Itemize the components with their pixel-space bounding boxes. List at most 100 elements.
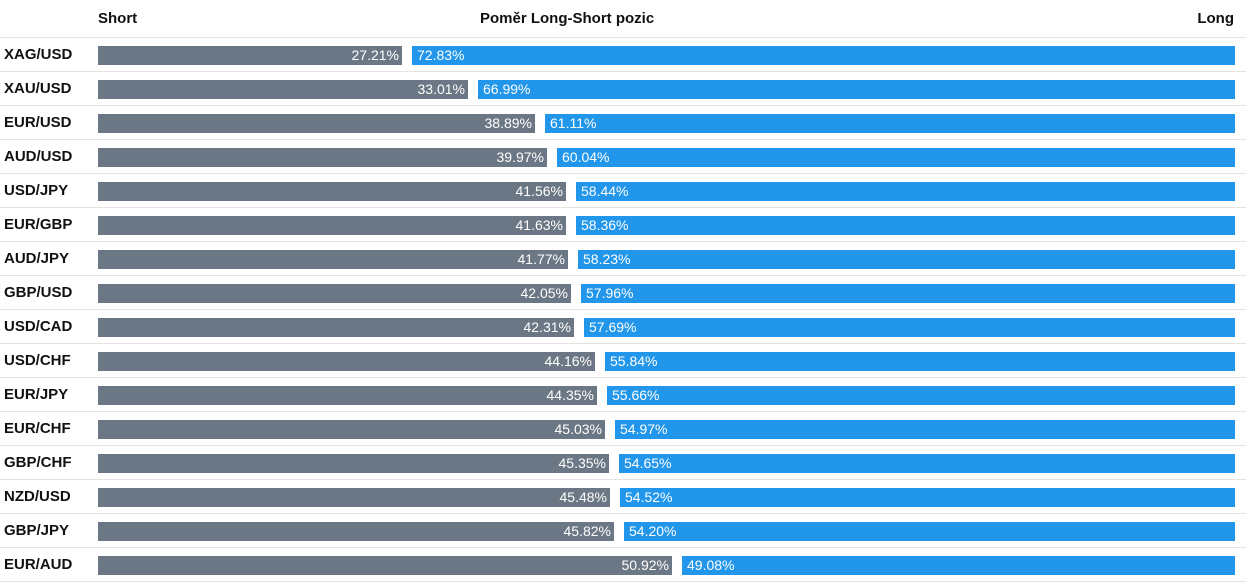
chart-row: USD/CHF 44.16% 55.84% [0, 343, 1246, 378]
short-bar [98, 522, 614, 541]
long-bar [545, 114, 1235, 133]
short-bar [98, 352, 595, 371]
short-value-label: 44.35% [546, 387, 594, 403]
category-label: GBP/USD [4, 284, 73, 301]
long-value-label: 54.52% [625, 489, 673, 505]
long-value-label: 72.83% [417, 47, 465, 63]
long-value-label: 60.04% [562, 149, 610, 165]
category-label: AUD/USD [4, 148, 73, 165]
long-value-label: 54.65% [624, 455, 672, 471]
long-value-label: 57.96% [586, 285, 634, 301]
long-bar [576, 182, 1235, 201]
short-value-label: 38.89% [484, 115, 532, 131]
short-bar [98, 148, 547, 167]
bottom-divider [0, 581, 1246, 582]
chart-row: EUR/GBP 41.63% 58.36% [0, 207, 1246, 242]
long-value-label: 54.20% [629, 523, 677, 539]
category-label: USD/JPY [4, 182, 69, 199]
short-bar [98, 284, 571, 303]
short-bar [98, 216, 566, 235]
chart-row: EUR/USD 38.89% 61.11% [0, 105, 1246, 140]
long-value-label: 55.84% [610, 353, 658, 369]
short-bar [98, 250, 568, 269]
long-bar [584, 318, 1235, 337]
chart-row: NZD/USD 45.48% 54.52% [0, 479, 1246, 514]
short-bar [98, 556, 672, 575]
long-bar [619, 454, 1235, 473]
short-value-label: 45.48% [559, 489, 607, 505]
chart-row: XAU/USD 33.01% 66.99% [0, 71, 1246, 106]
short-value-label: 39.97% [496, 149, 544, 165]
short-bar [98, 420, 605, 439]
short-bar [98, 46, 402, 65]
long-bar [576, 216, 1235, 235]
short-bar [98, 182, 566, 201]
short-value-label: 42.31% [523, 319, 571, 335]
long-value-label: 58.23% [583, 251, 631, 267]
short-bar [98, 454, 609, 473]
long-bar [412, 46, 1235, 65]
category-label: EUR/GBP [4, 216, 73, 233]
short-value-label: 41.56% [515, 183, 563, 199]
long-bar [682, 556, 1235, 575]
category-label: EUR/CHF [4, 420, 71, 437]
short-header: Short [98, 10, 138, 27]
chart-title: Poměr Long-Short pozic [480, 10, 655, 27]
long-bar [578, 250, 1235, 269]
category-label: EUR/AUD [4, 556, 73, 573]
long-bar [620, 488, 1235, 507]
long-value-label: 61.11% [550, 115, 597, 131]
chart-row: XAG/USD 27.21% 72.83% [0, 37, 1246, 72]
long-value-label: 57.69% [589, 319, 637, 335]
chart-row: GBP/CHF 45.35% 54.65% [0, 445, 1246, 480]
chart-row: USD/JPY 41.56% 58.44% [0, 173, 1246, 208]
long-bar [581, 284, 1235, 303]
chart-row: USD/CAD 42.31% 57.69% [0, 309, 1246, 344]
short-value-label: 45.82% [563, 523, 611, 539]
short-bar [98, 386, 597, 405]
short-bar [98, 114, 535, 133]
long-bar [478, 80, 1235, 99]
category-label: GBP/JPY [4, 522, 70, 539]
short-value-label: 41.63% [515, 217, 563, 233]
long-value-label: 58.44% [581, 183, 629, 199]
short-value-label: 41.77% [517, 251, 565, 267]
short-value-label: 44.16% [544, 353, 592, 369]
short-value-label: 45.03% [554, 421, 602, 437]
category-label: XAG/USD [4, 46, 73, 63]
short-value-label: 42.05% [520, 285, 568, 301]
chart-row: EUR/JPY 44.35% 55.66% [0, 377, 1246, 412]
long-value-label: 54.97% [620, 421, 668, 437]
category-label: EUR/JPY [4, 386, 69, 403]
short-value-label: 45.35% [558, 455, 606, 471]
category-label: GBP/CHF [4, 454, 72, 471]
short-value-label: 33.01% [417, 81, 465, 97]
long-header: Long [1197, 10, 1234, 27]
long-value-label: 55.66% [612, 387, 660, 403]
chart-row: EUR/AUD 50.92% 49.08% [0, 547, 1246, 582]
chart-row: EUR/CHF 45.03% 54.97% [0, 411, 1246, 446]
chart-row: GBP/JPY 45.82% 54.20% [0, 513, 1246, 548]
long-bar [624, 522, 1235, 541]
long-bar [607, 386, 1235, 405]
long-value-label: 49.08% [687, 557, 735, 573]
short-bar [98, 488, 610, 507]
short-value-label: 27.21% [351, 47, 399, 63]
category-label: AUD/JPY [4, 250, 70, 267]
long-bar [605, 352, 1235, 371]
category-label: USD/CHF [4, 352, 71, 369]
category-label: USD/CAD [4, 318, 73, 335]
category-label: XAU/USD [4, 80, 72, 97]
short-bar [98, 318, 574, 337]
short-bar [98, 80, 468, 99]
long-bar [615, 420, 1235, 439]
long-value-label: 58.36% [581, 217, 629, 233]
chart-row: GBP/USD 42.05% 57.96% [0, 275, 1246, 310]
category-label: NZD/USD [4, 488, 71, 505]
chart-row: AUD/USD 39.97% 60.04% [0, 139, 1246, 174]
short-value-label: 50.92% [621, 557, 669, 573]
long-value-label: 66.99% [483, 81, 531, 97]
chart-row: AUD/JPY 41.77% 58.23% [0, 241, 1246, 276]
long-bar [557, 148, 1235, 167]
